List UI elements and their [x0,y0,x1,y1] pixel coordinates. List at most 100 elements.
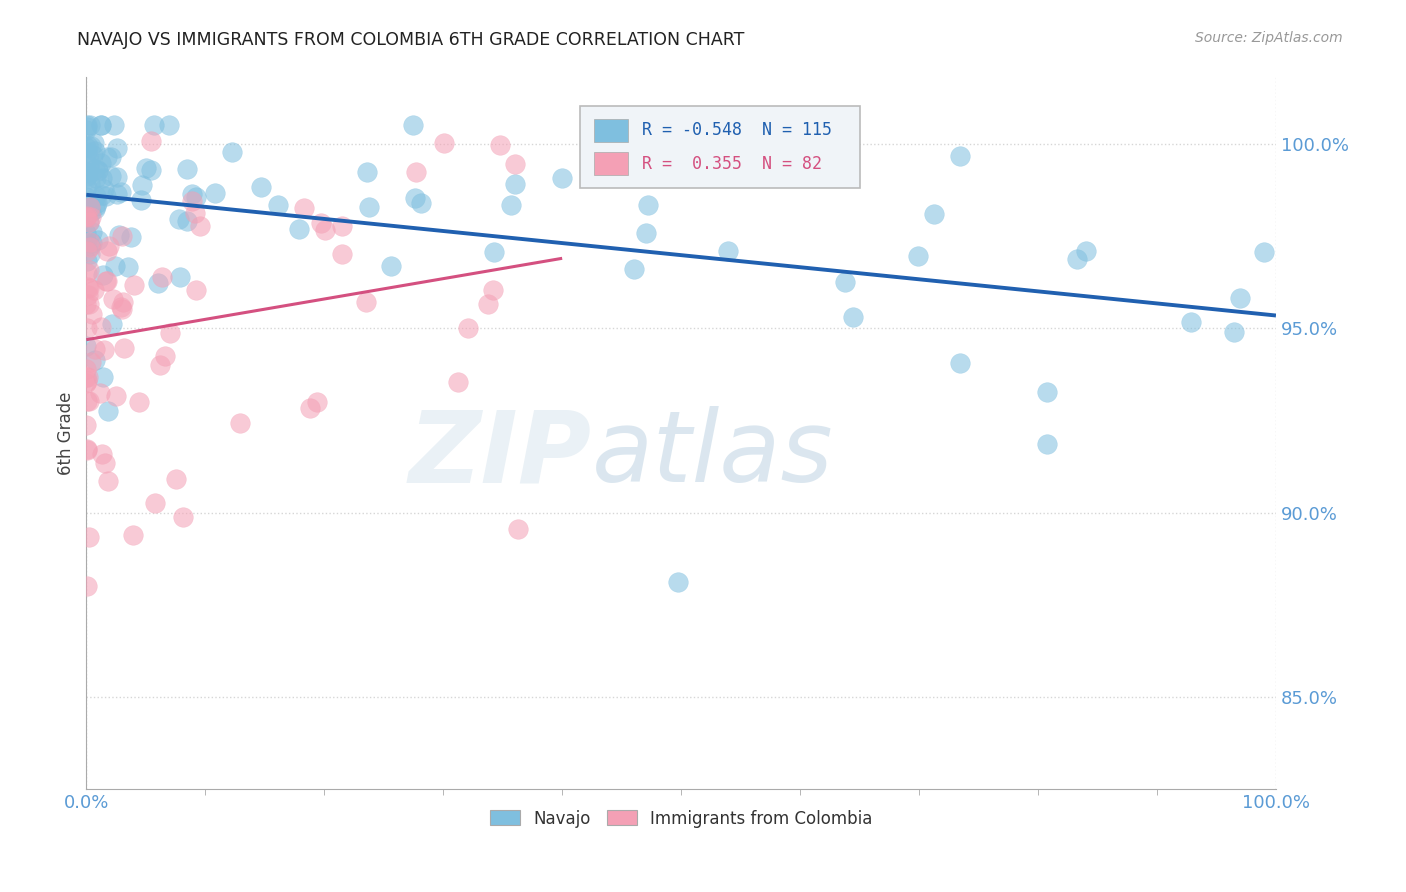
Point [103,119,125,133]
Point [489,138,512,153]
Point [404,191,426,205]
Point [110,229,132,244]
Point [457,321,479,335]
Point [77,263,100,277]
Point [76,169,98,184]
Point [159,326,181,340]
Point [172,510,194,524]
Text: R = -0.548  N = 115: R = -0.548 N = 115 [643,121,832,139]
Point [76,244,98,258]
Point [84,171,107,186]
Point [77,288,100,302]
Point [181,194,204,209]
Point [142,119,165,133]
Point [82,225,104,239]
Point [1180,315,1202,329]
Text: atlas: atlas [592,406,834,503]
Point [93,182,115,196]
Point [76,179,98,194]
Point [75,139,97,153]
Point [188,219,211,234]
Point [104,259,127,273]
Point [907,249,929,263]
FancyBboxPatch shape [595,119,627,142]
Point [76,119,98,133]
Point [101,292,124,306]
Point [90,447,112,461]
Point [79,204,101,219]
Point [76,393,98,408]
Point [97,475,120,489]
Point [105,141,128,155]
Point [298,401,321,416]
Text: ZIP: ZIP [409,406,592,503]
Text: Source: ZipAtlas.com: Source: ZipAtlas.com [1195,31,1343,45]
Point [330,247,353,261]
Point [94,189,117,203]
Point [84,343,107,357]
Point [76,443,98,458]
Point [80,355,103,369]
Point [288,222,311,236]
Point [433,136,456,151]
Point [637,198,659,212]
Point [90,156,112,170]
Point [131,193,153,207]
Point [949,149,972,163]
Point [76,266,98,280]
Point [77,370,100,384]
Point [77,281,100,295]
Point [128,395,150,409]
Point [83,162,105,177]
Point [76,374,98,388]
Legend: Navajo, Immigrants from Colombia: Navajo, Immigrants from Colombia [482,803,879,834]
Point [76,123,98,137]
Point [77,394,100,409]
Point [1253,245,1275,260]
Point [176,214,198,228]
Point [97,404,120,418]
Point [96,274,118,288]
Point [79,238,101,252]
Point [94,274,117,288]
Point [77,165,100,179]
Point [75,297,97,311]
Point [105,169,128,184]
Point [75,235,97,249]
Point [110,185,132,199]
Point [143,495,166,509]
Point [83,353,105,368]
Point [75,376,97,391]
Point [131,178,153,192]
Point [105,187,128,202]
Point [80,307,103,321]
Point [91,268,114,283]
Point [148,276,170,290]
Point [150,270,173,285]
Point [84,199,107,213]
Point [610,119,633,133]
Point [122,528,145,542]
Point [84,188,107,202]
Point [266,198,288,212]
Point [149,358,172,372]
Point [834,275,856,289]
Point [1036,437,1059,451]
Point [91,370,114,384]
Point [135,161,157,175]
Point [79,530,101,544]
Point [184,190,207,204]
Point [77,196,100,211]
Point [77,297,100,311]
Point [96,244,118,259]
Point [169,270,191,285]
Point [842,310,865,325]
Point [100,151,122,165]
Point [250,180,273,194]
Point [184,283,207,297]
Point [100,169,122,183]
Point [1074,244,1097,259]
Point [176,161,198,176]
Point [89,386,111,401]
Point [76,151,98,165]
